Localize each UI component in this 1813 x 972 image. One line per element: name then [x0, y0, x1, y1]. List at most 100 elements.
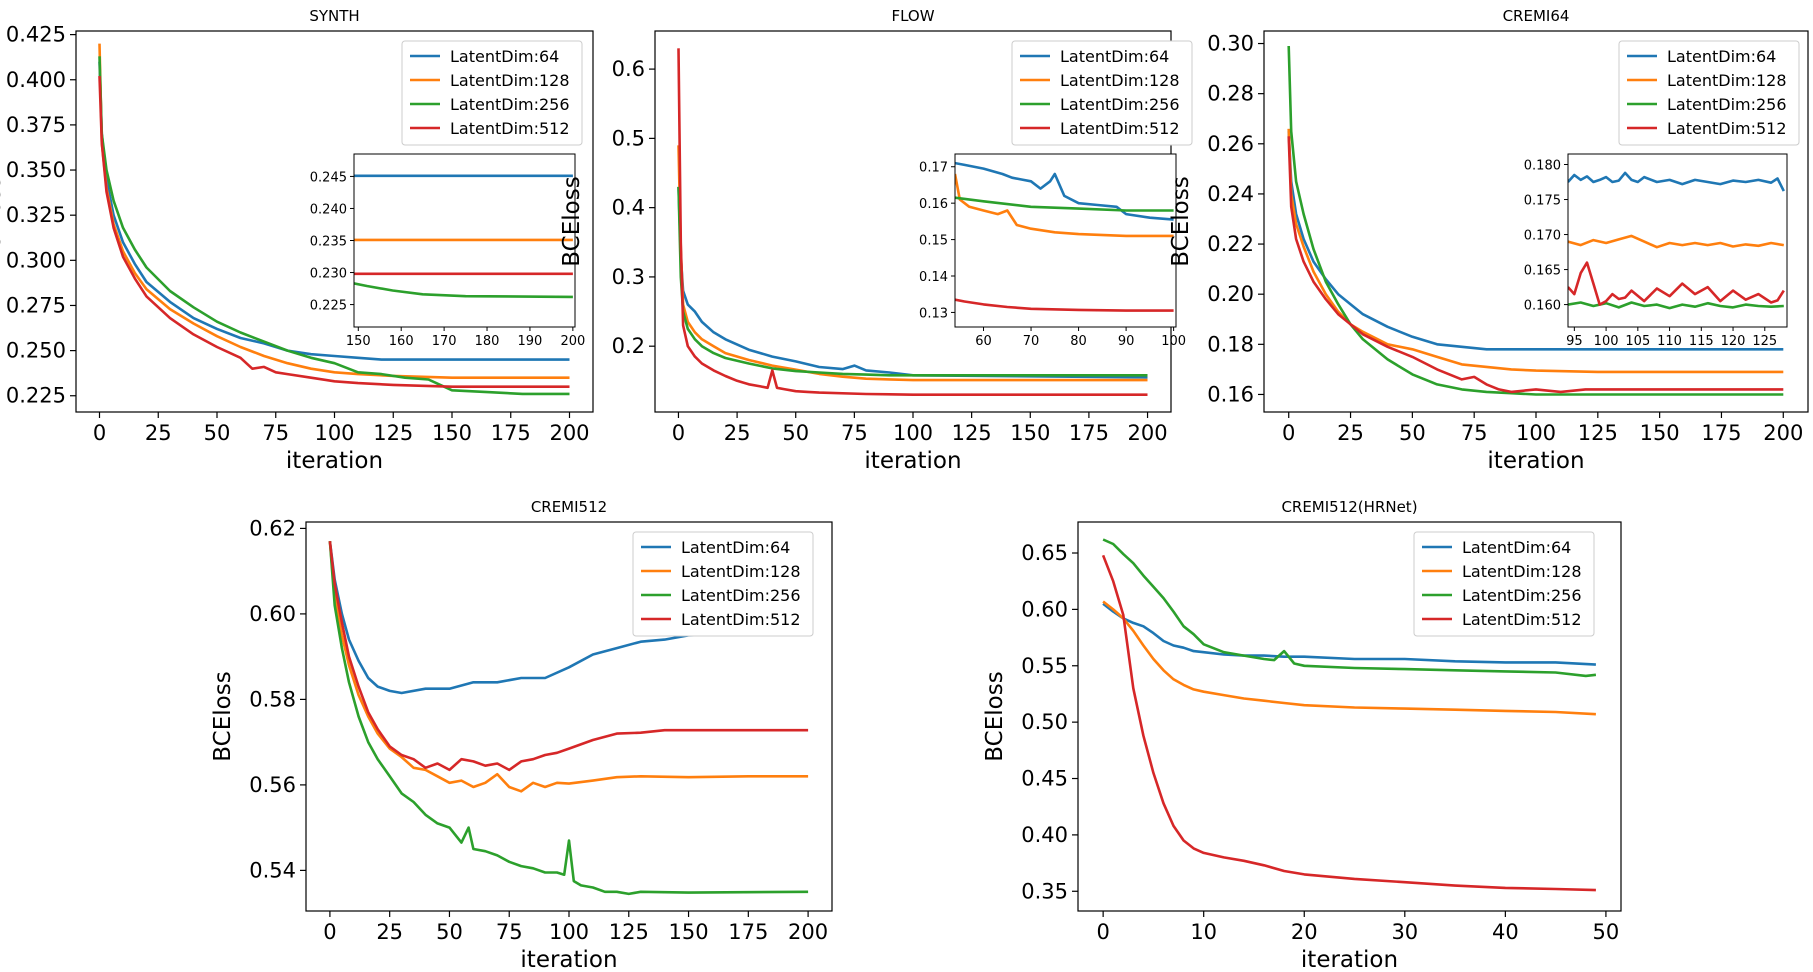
x-tick-label: 0 [1096, 920, 1109, 944]
inset-x-tick-label: 60 [975, 334, 992, 349]
x-axis-label: iteration [520, 947, 617, 972]
legend-label: LatentDim:512 [450, 119, 570, 138]
series-line-0 [677, 186, 1148, 379]
inset-x-tick-label: 115 [1689, 334, 1714, 349]
y-tick-label: 0.425 [6, 23, 66, 47]
inset-x-tick-label: 180 [475, 334, 500, 349]
x-tick-label: 20 [1291, 920, 1318, 944]
y-tick-label: 0.40 [1021, 823, 1068, 847]
chart-title: CREMI512(HRNet) [1281, 498, 1417, 516]
legend: LatentDim:64 LatentDim:128 LatentDim:256 La… [1011, 40, 1193, 146]
legend-label: LatentDim:512 [1462, 610, 1582, 629]
y-axis-label: BCEloss [1168, 176, 1194, 266]
legend-label: LatentDim:128 [450, 71, 570, 90]
inset-series-line-3 [955, 298, 1174, 312]
x-tick-label: 75 [841, 421, 868, 445]
y-tick-label: 0.65 [1021, 541, 1068, 565]
legend-label: LatentDim:256 [1060, 95, 1180, 114]
x-tick-label: 0 [1282, 421, 1295, 445]
y-tick-label: 0.3 [612, 265, 645, 289]
x-tick-label: 125 [373, 421, 413, 445]
y-tick-label: 0.20 [1207, 282, 1254, 306]
y-tick-label: 0.5 [612, 126, 645, 150]
x-tick-label: 25 [1337, 421, 1364, 445]
x-tick-label: 0 [323, 920, 336, 944]
y-tick-label: 0.6 [612, 57, 645, 81]
y-tick-label: 0.225 [6, 384, 66, 408]
series-line-0 [1102, 602, 1596, 666]
y-tick-label: 0.56 [249, 773, 296, 797]
y-tick-label: 0.375 [6, 113, 66, 137]
y-tick-label: 0.35 [1021, 879, 1068, 903]
x-tick-label: 50 [204, 421, 231, 445]
inset-x-tick-label: 110 [1657, 334, 1682, 349]
series-line-2 [328, 541, 809, 896]
inset-x-tick-label: 90 [1118, 334, 1135, 349]
inset-x-tick-label: 200 [560, 334, 585, 349]
inset-series-line-1 [1568, 234, 1785, 249]
y-tick-label: 0.18 [1207, 332, 1254, 356]
series-line-0 [1287, 131, 1784, 351]
x-tick-label: 100 [549, 920, 589, 944]
x-axis-label: iteration [864, 448, 961, 474]
y-tick-label: 0.58 [249, 687, 296, 711]
series-line-2 [1287, 45, 1784, 396]
x-axis-label: iteration [1487, 448, 1584, 474]
inset-x-tick-label: 80 [1070, 334, 1087, 349]
y-tick-label: 0.55 [1021, 654, 1068, 678]
inset-y-tick-label: 0.16 [919, 197, 948, 212]
y-axis-label: BCEloss [210, 671, 236, 761]
legend-label: LatentDim:256 [681, 586, 801, 605]
legend-box [1618, 40, 1800, 146]
y-axis-label: BCEloss [559, 176, 585, 266]
legend-label: LatentDim:64 [450, 47, 559, 66]
inset-y-tick-label: 0.180 [1524, 159, 1561, 174]
legend-label: LatentDim:512 [1667, 119, 1787, 138]
inset-y-tick-label: 0.14 [919, 270, 948, 285]
x-tick-label: 30 [1391, 920, 1418, 944]
y-tick-label: 0.250 [6, 339, 66, 363]
inset-x-tick-label: 95 [1566, 334, 1583, 349]
inset-y-tick-label: 0.170 [1524, 229, 1561, 244]
x-tick-label: 75 [262, 421, 289, 445]
series-line-3 [1101, 554, 1596, 892]
inset: 150 160 170 180 190 200 0.225 0.230 0.235 0.240 0.… [310, 153, 585, 349]
inset-y-tick-label: 0.225 [310, 299, 347, 314]
x-tick-label: 175 [1701, 421, 1741, 445]
legend: LatentDim:64 LatentDim:128 LatentDim:256 La… [401, 40, 583, 146]
x-tick-label: 50 [436, 920, 463, 944]
inset-frame [1567, 153, 1788, 328]
x-tick-label: 200 [1127, 421, 1167, 445]
series-line-3 [677, 48, 1148, 397]
y-tick-label: 0.16 [1207, 382, 1254, 406]
inset-background [955, 154, 1176, 327]
legend-label: LatentDim:256 [1667, 95, 1787, 114]
series-line-2 [677, 186, 1148, 377]
chart-title: CREMI64 [1503, 7, 1570, 25]
inset-x-tick-label: 120 [1721, 334, 1746, 349]
x-tick-label: 25 [145, 421, 172, 445]
y-tick-label: 0.300 [6, 248, 66, 272]
x-tick-label: 150 [1640, 421, 1680, 445]
inset-x-tick-label: 160 [389, 334, 414, 349]
legend-label: LatentDim:128 [1060, 71, 1180, 90]
inset-y-tick-label: 0.240 [310, 202, 347, 217]
legend: LatentDim:64 LatentDim:128 LatentDim:256 La… [1618, 40, 1800, 146]
x-tick-label: 175 [1069, 421, 1109, 445]
y-tick-label: 0.24 [1207, 182, 1254, 206]
legend-label: LatentDim:128 [681, 562, 801, 581]
y-tick-label: 0.4 [612, 196, 645, 220]
x-tick-label: 100 [314, 421, 354, 445]
series-line-2 [1102, 538, 1597, 678]
x-tick-label: 125 [609, 920, 649, 944]
x-tick-label: 50 [1593, 920, 1620, 944]
series-line-3 [328, 541, 809, 772]
legend: LatentDim:64 LatentDim:128 LatentDim:256 La… [1413, 531, 1595, 637]
legend-box [632, 531, 814, 637]
y-tick-label: 0.2 [612, 334, 645, 358]
x-tick-label: 100 [893, 421, 933, 445]
x-tick-label: 75 [1461, 421, 1488, 445]
x-tick-label: 50 [1399, 421, 1426, 445]
x-axis-label: iteration [1301, 947, 1398, 972]
